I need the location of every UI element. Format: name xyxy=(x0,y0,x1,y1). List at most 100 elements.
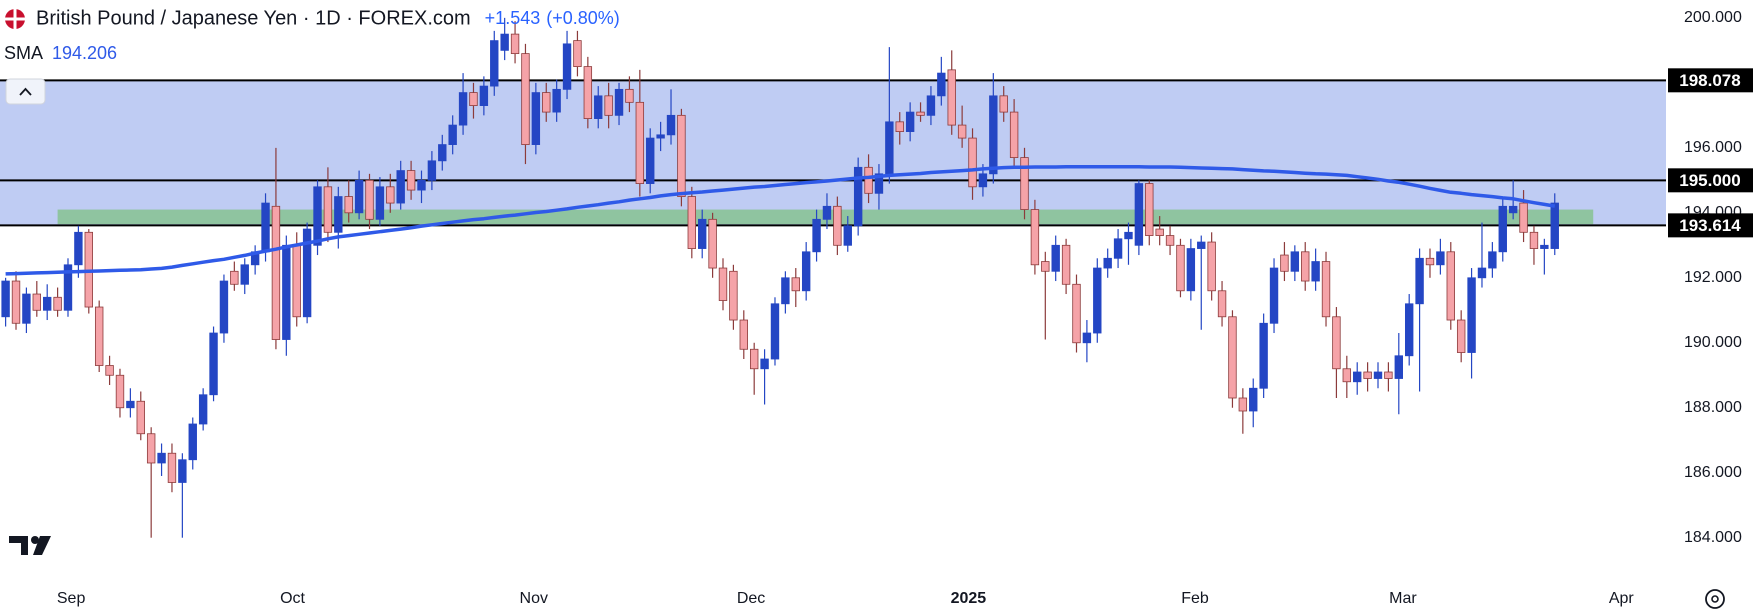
settings-icon[interactable] xyxy=(1705,589,1725,609)
logo-part xyxy=(9,536,28,555)
candle-body xyxy=(521,53,530,145)
candle-body xyxy=(1332,316,1341,370)
x-tick-label: Mar xyxy=(1389,590,1417,607)
candle-body xyxy=(1134,183,1144,246)
candle-body xyxy=(698,218,707,249)
candle-body xyxy=(1030,209,1040,266)
x-tick-label: Apr xyxy=(1609,590,1635,607)
candle-body xyxy=(989,95,998,175)
candle-body xyxy=(874,173,884,194)
logo-part xyxy=(31,536,39,544)
collapse-button[interactable] xyxy=(5,78,46,105)
level-labels: 198.078 195.000 193.614 xyxy=(1668,68,1753,238)
candle-body xyxy=(448,124,457,145)
candle-body xyxy=(43,296,52,311)
candle-body xyxy=(74,231,83,266)
candle-body xyxy=(1051,244,1060,272)
candle-body xyxy=(760,358,769,370)
candle-body xyxy=(115,374,125,409)
candle-body xyxy=(656,134,665,139)
candle-body xyxy=(926,95,936,116)
candle-body xyxy=(209,332,218,396)
level-label: 195.000 xyxy=(1679,171,1740,190)
candle-body xyxy=(438,144,447,162)
candle-body xyxy=(1155,228,1164,236)
candle-body xyxy=(126,400,135,409)
candle-body xyxy=(1145,183,1154,236)
candle-body xyxy=(479,85,489,106)
candle-body xyxy=(791,277,800,292)
indicator-value: 194.206 xyxy=(52,43,117,63)
y-tick-label: 190.000 xyxy=(1684,334,1742,351)
candle-body xyxy=(1477,267,1487,279)
candle-body xyxy=(864,166,873,194)
indicator-name: SMA xyxy=(4,43,43,63)
level-label-box xyxy=(1668,68,1753,93)
candle-body xyxy=(562,43,572,90)
candle-body xyxy=(708,218,717,269)
candle-body xyxy=(531,92,541,145)
y-tick-label: 200.000 xyxy=(1684,9,1742,26)
candle-body xyxy=(32,293,42,311)
level-label-box xyxy=(1668,213,1753,238)
candle-body xyxy=(146,433,156,464)
candle-body xyxy=(354,179,364,214)
candle-body xyxy=(968,137,977,188)
candle-body xyxy=(1519,202,1528,233)
candle-body xyxy=(53,296,62,311)
y-tick-label: 188.000 xyxy=(1684,399,1742,416)
candle-body xyxy=(1311,261,1320,282)
x-tick-label: Feb xyxy=(1181,590,1209,607)
candle-body xyxy=(1259,322,1268,389)
candle-body xyxy=(1009,111,1019,158)
candle-body xyxy=(937,72,946,97)
x-tick-label: Sep xyxy=(57,590,86,607)
chart-title: British Pound / Japanese Yen · 1D · FORE… xyxy=(36,7,471,29)
candle-body xyxy=(469,92,478,106)
candle-body xyxy=(1301,251,1310,282)
gear[interactable] xyxy=(1705,589,1725,609)
candle-body xyxy=(1,280,10,318)
logo-part xyxy=(33,536,51,555)
candle-body xyxy=(292,244,301,318)
candle-body xyxy=(167,452,177,483)
candle-body xyxy=(739,319,748,350)
candle-body xyxy=(1041,261,1050,272)
candle-body xyxy=(1072,283,1081,344)
level-label: 198.078 xyxy=(1679,71,1740,90)
candle-body xyxy=(157,452,166,464)
candle-body xyxy=(198,394,208,425)
candle-body xyxy=(510,33,520,55)
candle-body xyxy=(1103,257,1112,269)
candle-body xyxy=(1228,316,1237,399)
candle-body xyxy=(365,179,374,220)
candle-body xyxy=(542,92,551,113)
candle-body xyxy=(604,95,613,116)
candle-body xyxy=(1425,257,1435,266)
candle-body xyxy=(916,111,925,116)
candle-body xyxy=(94,306,104,366)
candle-body xyxy=(770,303,780,360)
candle-body xyxy=(105,365,114,376)
x-tick-label: Nov xyxy=(520,590,548,607)
candle-body xyxy=(1384,371,1393,379)
candle-body xyxy=(812,218,821,253)
candle-body xyxy=(22,293,31,324)
candle-body xyxy=(417,179,426,191)
sma-line xyxy=(5,164,1556,276)
candle-body xyxy=(1508,205,1518,214)
x-tick-label: 2025 xyxy=(951,590,987,607)
resistance-zone xyxy=(0,80,1666,226)
candle-body xyxy=(406,170,416,191)
gear-center xyxy=(1711,595,1719,603)
candle-body xyxy=(1498,205,1507,253)
candle-body xyxy=(978,173,988,188)
candle-body xyxy=(386,186,395,204)
candle-body xyxy=(1436,251,1445,266)
candle-body xyxy=(1217,290,1227,318)
y-tick-label: 184.000 xyxy=(1684,529,1742,546)
collapse-icon xyxy=(19,87,32,96)
candle-body xyxy=(594,95,603,119)
candle-body xyxy=(261,202,270,253)
